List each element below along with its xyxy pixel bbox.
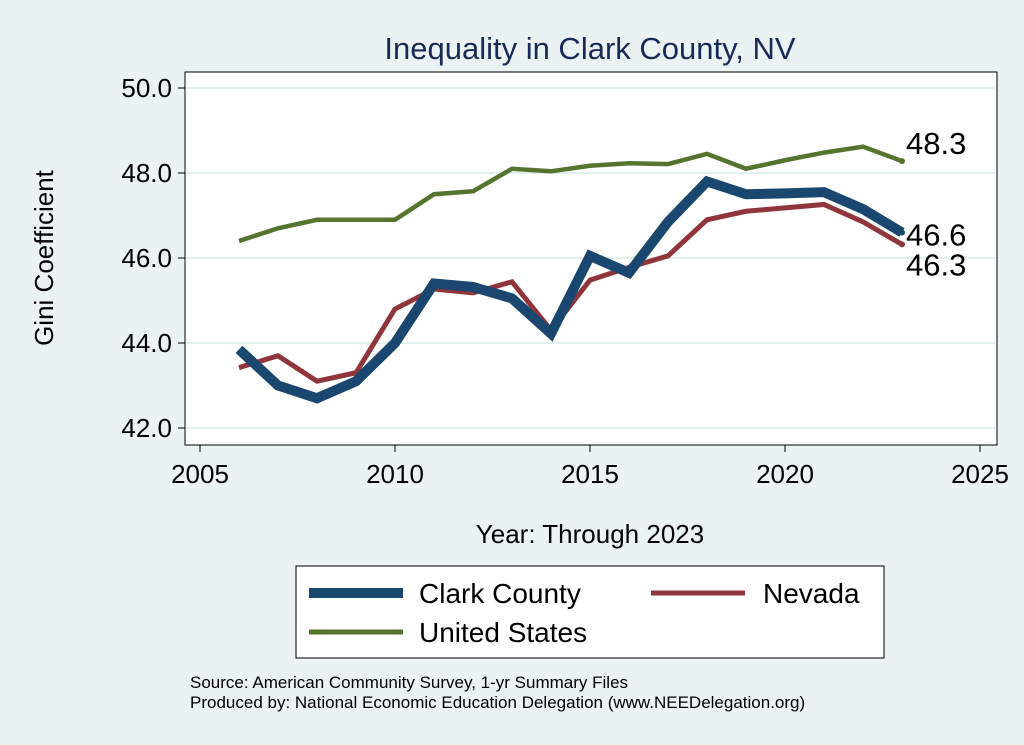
- legend-label-clark-county: Clark County: [419, 578, 581, 609]
- series-line-clark-county: [235, 175, 905, 404]
- x-tick-label-3: 2020: [756, 459, 814, 489]
- series-lines: 46.646.3 48.3: [235, 126, 966, 404]
- legend-label-united-states: United States: [419, 617, 587, 648]
- producer-note: Produced by: National Economic Education…: [190, 693, 805, 712]
- y-tick-label-3: 48.0: [121, 158, 172, 188]
- y-tick-label-4: 50.0: [121, 73, 172, 103]
- x-tick-label-2: 2015: [561, 459, 619, 489]
- x-tick-label-0: 2005: [171, 459, 229, 489]
- x-tick-label-4: 2025: [951, 459, 1009, 489]
- y-tick-label-0: 42.0: [121, 413, 172, 443]
- x-tick-label-1: 2010: [366, 459, 424, 489]
- chart-title: Inequality in Clark County, NV: [384, 31, 796, 66]
- x-axis-label: Year: Through 2023: [476, 519, 704, 549]
- y-axis-label: Gini Coefficient: [29, 169, 59, 346]
- y-tick-label-2: 46.0: [121, 243, 172, 273]
- end-label-united-states: 48.3: [906, 126, 966, 161]
- legend-label-nevada: Nevada: [763, 578, 860, 609]
- end-point-nevada: [899, 241, 905, 248]
- axes: 42.0 44.0 46.0 48.0 50.0 2005 2010 2015 2020 2025: [121, 73, 1009, 489]
- end-point-clark-county: [899, 229, 905, 236]
- end-label-nevada: 46.3: [906, 247, 966, 282]
- legend-box: [295, 565, 885, 659]
- source-note: Source: American Community Survey, 1-yr …: [190, 673, 628, 692]
- end-label-clark-county: 46.6: [906, 218, 966, 253]
- legend: Clark County Nevada United States: [295, 565, 885, 659]
- end-point-united-states: [899, 158, 905, 165]
- y-tick-label-1: 44.0: [121, 328, 172, 358]
- series-line-united-states: [238, 144, 903, 244]
